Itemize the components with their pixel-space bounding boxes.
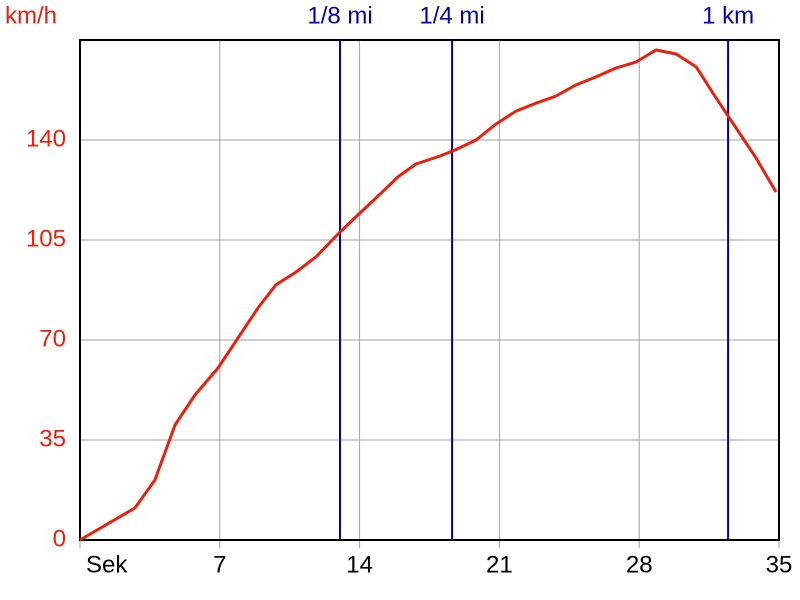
y-axis-label: km/h bbox=[5, 2, 57, 29]
distance-label: 1/8 mi bbox=[307, 2, 372, 29]
y-tick-label: 0 bbox=[53, 525, 66, 552]
x-tick-label: 28 bbox=[626, 551, 653, 578]
y-tick-label: 70 bbox=[39, 325, 66, 352]
x-tick-label: 7 bbox=[213, 551, 226, 578]
y-tick-label: 105 bbox=[26, 225, 66, 252]
distance-label: 1/4 mi bbox=[419, 2, 484, 29]
x-tick-label: Sek bbox=[86, 551, 128, 578]
x-tick-label: 35 bbox=[766, 551, 793, 578]
y-tick-label: 35 bbox=[39, 425, 66, 452]
plot-border bbox=[79, 39, 780, 541]
y-tick-label: 140 bbox=[26, 125, 66, 152]
x-tick-label: 21 bbox=[486, 551, 513, 578]
distance-label: 1 km bbox=[702, 2, 754, 29]
x-tick-label: 14 bbox=[346, 551, 373, 578]
speed-line bbox=[79, 48, 778, 542]
